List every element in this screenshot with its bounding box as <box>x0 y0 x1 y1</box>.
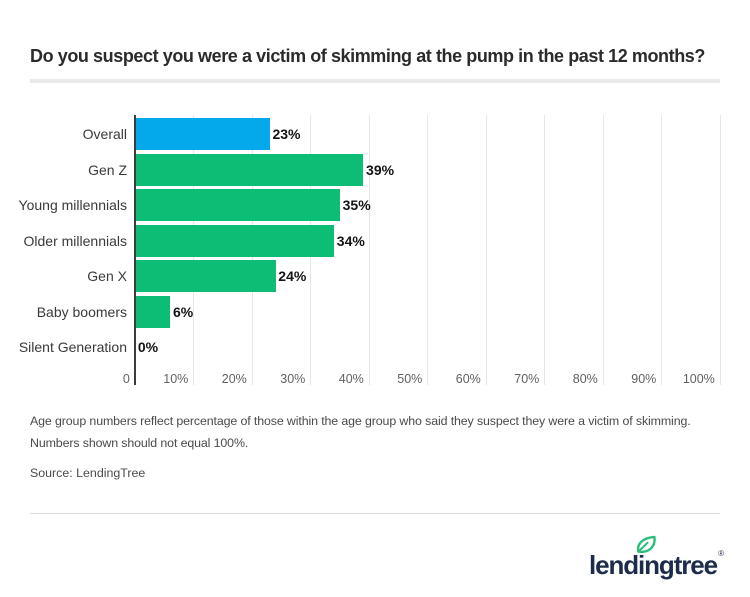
source-attribution: Source: LendingTree <box>30 465 146 480</box>
x-axis-tick-label: 90% <box>631 371 657 386</box>
value-label: 34% <box>336 232 365 249</box>
value-label: 0% <box>137 339 159 356</box>
gridline-90 <box>661 115 663 386</box>
x-axis-tick-label: 30% <box>280 371 306 386</box>
category-label: Overall <box>82 126 127 143</box>
bar-baby-boomers <box>135 295 171 328</box>
category-label: Gen X <box>87 268 127 285</box>
y-axis-line <box>134 115 137 386</box>
footer-divider <box>30 513 720 514</box>
value-label: 39% <box>366 161 395 178</box>
x-axis-tick-label: 60% <box>455 371 481 386</box>
title-divider <box>30 79 720 83</box>
x-axis-tick-label: 40% <box>338 371 364 386</box>
gridline-40 <box>368 115 370 386</box>
value-label: 6% <box>173 303 194 320</box>
x-axis-tick-label: 50% <box>397 371 423 386</box>
bar-gen-x <box>135 260 276 293</box>
gridline-70 <box>544 115 546 386</box>
x-axis-tick-label: 70% <box>514 371 540 386</box>
gridline-50 <box>427 115 429 386</box>
gridline-100 <box>719 115 721 386</box>
x-axis-tick-label: 20% <box>221 371 247 386</box>
bar-older-millennials <box>135 224 335 257</box>
x-axis-tick-label: 0 <box>122 371 130 386</box>
x-axis-tick-label: 80% <box>572 371 598 386</box>
value-label: 24% <box>278 268 307 285</box>
x-axis-tick-label: 10% <box>163 371 189 386</box>
category-label: Young millennials <box>18 197 127 214</box>
footnote-line-1: Age group numbers reflect percentage of … <box>30 413 691 428</box>
category-label: Older millennials <box>23 232 127 249</box>
lendingtree-leaf-icon <box>636 535 656 554</box>
bar-young-millennials <box>135 189 341 222</box>
category-label: Baby boomers <box>36 303 127 320</box>
registered-trademark-symbol: ® <box>718 549 724 558</box>
bar-overall <box>135 118 270 151</box>
category-label: Gen Z <box>88 161 127 178</box>
category-label: Silent Generation <box>18 339 127 356</box>
chart-title: Do you suspect you were a victim of skim… <box>30 46 705 66</box>
lendingtree-wordmark: lendingtree <box>588 550 718 580</box>
gridline-60 <box>485 115 487 386</box>
x-axis-tick-label: 100% <box>682 371 715 386</box>
footnote-line-2: Numbers shown should not equal 100%. <box>30 435 249 450</box>
value-label: 35% <box>342 197 371 214</box>
value-label: 23% <box>272 126 301 143</box>
gridline-80 <box>602 115 604 386</box>
bar-gen-z <box>135 153 364 186</box>
